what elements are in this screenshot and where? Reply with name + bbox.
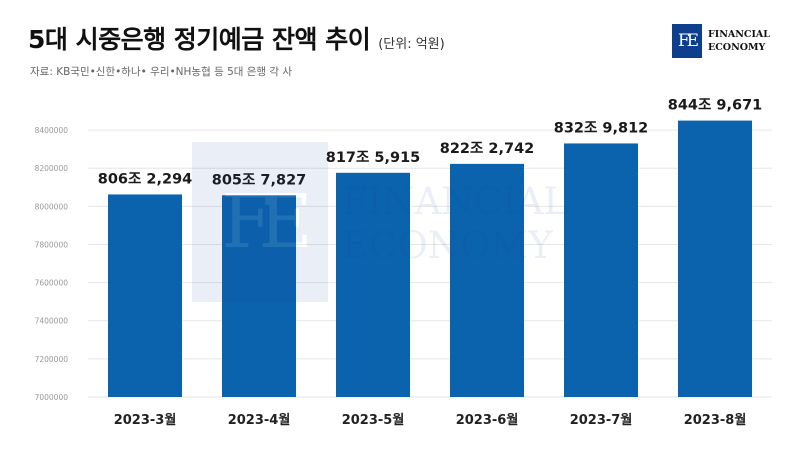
- bar: [108, 194, 182, 397]
- x-tick-label: 2023-7월: [570, 412, 633, 428]
- data-label: 844조 9,671: [668, 98, 763, 114]
- bar: [564, 143, 638, 397]
- x-tick-label: 2023-4월: [228, 412, 291, 428]
- y-tick-label: 8400000: [35, 126, 69, 135]
- y-tick-label: 7000000: [35, 393, 69, 402]
- y-tick-label: 7400000: [35, 317, 69, 326]
- y-tick-label: 7600000: [35, 279, 69, 288]
- y-tick-label: 8000000: [35, 202, 69, 211]
- data-label: 822조 2,742: [440, 141, 535, 157]
- unit-label: (단위: 억원): [378, 37, 445, 52]
- chart-title: 5대 시중은행 정기예금 잔액 추이: [28, 25, 371, 54]
- financial-economy-logo: FE FINANCIAL ECONOMY: [672, 24, 782, 58]
- bar: [678, 120, 752, 397]
- x-tick-label: 2023-5월: [342, 412, 405, 428]
- bar: [450, 163, 524, 397]
- data-label: 806조 2,294: [98, 171, 193, 187]
- data-label: 832조 9,812: [554, 120, 649, 136]
- logo-line-2: ECONOMY: [708, 42, 766, 53]
- logo-line-1: FINANCIAL: [708, 29, 770, 40]
- bar: [336, 172, 410, 397]
- x-tick-label: 2023-6월: [456, 412, 519, 428]
- data-label: 805조 7,827: [212, 172, 307, 188]
- source-note: 자료: KB국민•신한•하나• 우리•NH농협 등 5대 은행 각 사: [30, 66, 293, 78]
- logo-text: FINANCIAL ECONOMY: [708, 28, 770, 54]
- logo-mark: FE: [672, 24, 702, 58]
- y-tick-label: 7200000: [35, 355, 69, 364]
- bar: [222, 195, 296, 397]
- title-row: 5대 시중은행 정기예금 잔액 추이 (단위: 억원): [28, 20, 445, 56]
- y-tick-label: 7800000: [35, 240, 69, 249]
- y-tick-label: 8200000: [35, 164, 69, 173]
- x-tick-label: 2023-8월: [684, 412, 747, 428]
- data-label: 817조 5,915: [326, 150, 421, 166]
- x-tick-label: 2023-3월: [114, 412, 177, 428]
